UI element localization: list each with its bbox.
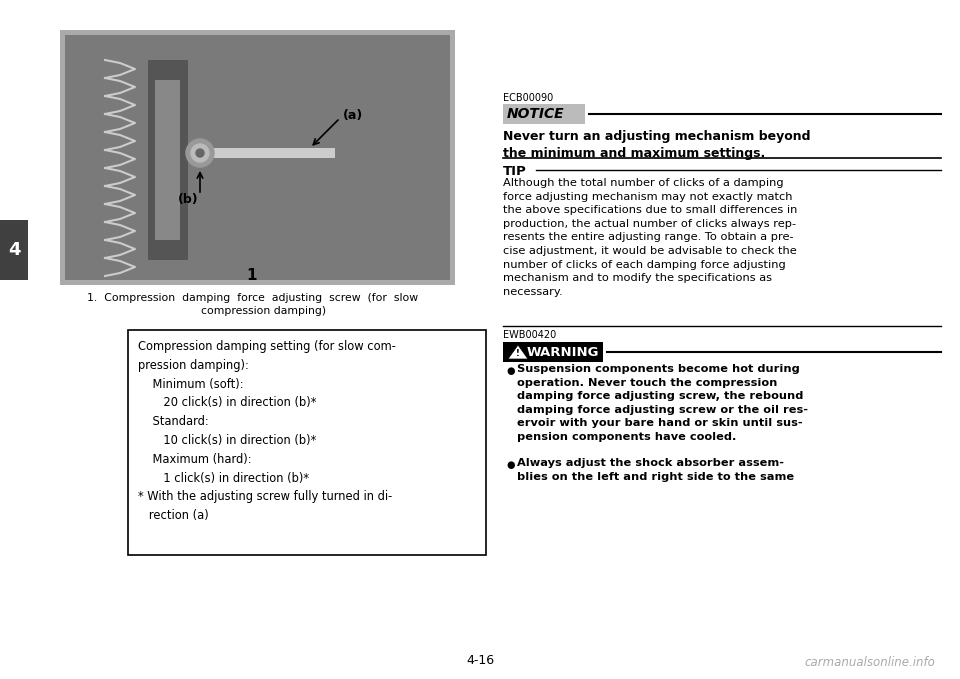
Text: (b): (b) xyxy=(178,194,199,206)
Bar xyxy=(195,148,335,158)
Circle shape xyxy=(196,149,204,157)
Bar xyxy=(128,330,486,555)
Text: !: ! xyxy=(516,348,520,358)
Text: 1: 1 xyxy=(247,268,257,282)
Text: 4: 4 xyxy=(8,241,20,259)
Text: Compression damping setting (for slow com-
pression damping):
    Minimum (soft): Compression damping setting (for slow co… xyxy=(138,340,396,522)
Circle shape xyxy=(186,139,214,167)
Bar xyxy=(155,80,180,240)
Text: carmanualsonline.info: carmanualsonline.info xyxy=(804,657,935,669)
Text: (a): (a) xyxy=(343,109,363,122)
Bar xyxy=(65,35,450,280)
Text: ●: ● xyxy=(506,460,515,470)
Text: WARNING: WARNING xyxy=(527,346,599,359)
Text: 4-16: 4-16 xyxy=(466,653,494,667)
Bar xyxy=(503,342,603,362)
Text: Never turn an adjusting mechanism beyond
the minimum and maximum settings.: Never turn an adjusting mechanism beyond… xyxy=(503,130,810,160)
Text: 1.  Compression  damping  force  adjusting  screw  (for  slow
      compression : 1. Compression damping force adjusting s… xyxy=(87,293,419,316)
Text: ●: ● xyxy=(506,366,515,376)
Text: Always adjust the shock absorber assem-
blies on the left and right side to the : Always adjust the shock absorber assem- … xyxy=(517,458,794,481)
Circle shape xyxy=(191,144,209,162)
Text: Although the total number of clicks of a damping
force adjusting mechanism may n: Although the total number of clicks of a… xyxy=(503,178,798,297)
Bar xyxy=(503,104,585,124)
Text: NOTICE: NOTICE xyxy=(507,107,564,121)
Text: ECB00090: ECB00090 xyxy=(503,93,553,103)
Bar xyxy=(148,60,188,260)
Text: Suspension components become hot during
operation. Never touch the compression
d: Suspension components become hot during … xyxy=(517,364,808,442)
Bar xyxy=(0,220,28,280)
Bar xyxy=(60,30,455,285)
Text: TIP: TIP xyxy=(503,165,527,178)
Text: EWB00420: EWB00420 xyxy=(503,330,556,340)
Polygon shape xyxy=(508,345,528,359)
